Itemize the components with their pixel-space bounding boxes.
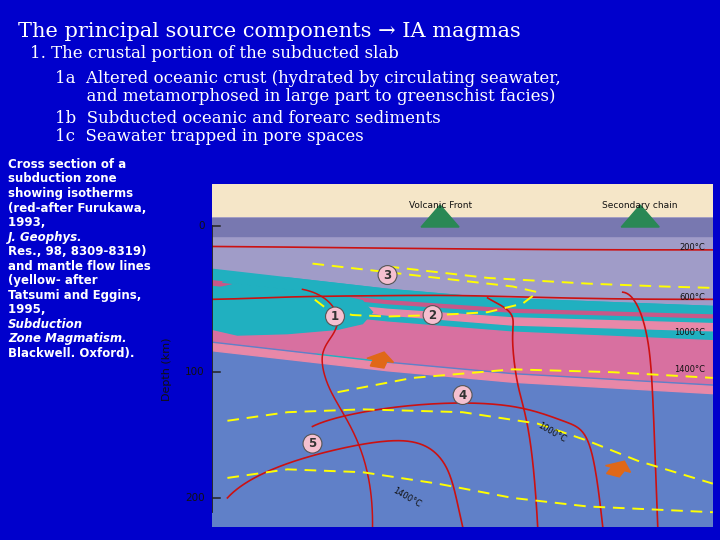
Polygon shape — [421, 205, 459, 227]
Text: 600°C: 600°C — [680, 293, 706, 302]
Text: 1c  Seawater trapped in pore spaces: 1c Seawater trapped in pore spaces — [55, 128, 364, 145]
Text: (red-after Furukawa,: (red-after Furukawa, — [8, 201, 146, 214]
Text: 3: 3 — [384, 268, 392, 281]
Text: Zone Magmatism.: Zone Magmatism. — [8, 332, 127, 345]
Polygon shape — [222, 278, 713, 314]
Text: 1a  Altered oceanic crust (hydrated by circulating seawater,: 1a Altered oceanic crust (hydrated by ci… — [55, 70, 561, 87]
Text: Depth (km): Depth (km) — [163, 338, 172, 401]
Polygon shape — [621, 205, 660, 227]
Text: 1. The crustal portion of the subducted slab: 1. The crustal portion of the subducted … — [30, 45, 399, 62]
Text: 2: 2 — [428, 308, 436, 321]
Polygon shape — [212, 343, 713, 394]
Text: Cross section of a: Cross section of a — [8, 158, 126, 171]
Text: 1993,: 1993, — [8, 216, 50, 229]
Text: 1000°C: 1000°C — [675, 328, 706, 337]
Text: and mantle flow lines: and mantle flow lines — [8, 260, 150, 273]
Polygon shape — [212, 218, 713, 307]
Text: 5: 5 — [308, 437, 317, 450]
Polygon shape — [212, 303, 713, 383]
Polygon shape — [212, 281, 713, 318]
Text: Blackwell. Oxford).: Blackwell. Oxford). — [8, 347, 135, 360]
Text: Subduction: Subduction — [8, 318, 83, 330]
Text: 1400°C: 1400°C — [675, 365, 706, 374]
FancyArrow shape — [367, 352, 394, 368]
FancyArrow shape — [606, 461, 631, 477]
Text: 1000°C: 1000°C — [536, 421, 567, 444]
Polygon shape — [212, 269, 387, 369]
Text: 1400°C: 1400°C — [391, 487, 423, 510]
Text: 1: 1 — [331, 310, 339, 323]
Text: J. Geophys.: J. Geophys. — [8, 231, 83, 244]
Text: 200°C: 200°C — [680, 242, 706, 252]
Polygon shape — [212, 218, 713, 237]
Polygon shape — [212, 291, 713, 331]
Text: 1b  Subducted oceanic and forearc sediments: 1b Subducted oceanic and forearc sedimen… — [55, 110, 441, 127]
Text: The principal source components → IA magmas: The principal source components → IA mag… — [18, 22, 521, 41]
Polygon shape — [212, 284, 372, 335]
Text: Volcanic Front: Volcanic Front — [408, 201, 472, 210]
Text: 100: 100 — [185, 367, 205, 377]
Text: (yellow- after: (yellow- after — [8, 274, 98, 287]
Text: showing isotherms: showing isotherms — [8, 187, 133, 200]
Text: Secondary chain: Secondary chain — [603, 201, 678, 210]
Text: 4: 4 — [459, 389, 467, 402]
Text: Res., 98, 8309-8319): Res., 98, 8309-8319) — [8, 245, 146, 258]
Text: 200: 200 — [185, 493, 205, 503]
Text: and metamorphosed in large part to greenschist facies): and metamorphosed in large part to green… — [55, 88, 556, 105]
Polygon shape — [212, 269, 713, 341]
Text: subduction zone: subduction zone — [8, 172, 117, 186]
Text: Tatsumi and Eggins,: Tatsumi and Eggins, — [8, 288, 141, 301]
Polygon shape — [212, 312, 713, 526]
Text: 0: 0 — [199, 221, 205, 232]
Text: 1995,: 1995, — [8, 303, 50, 316]
